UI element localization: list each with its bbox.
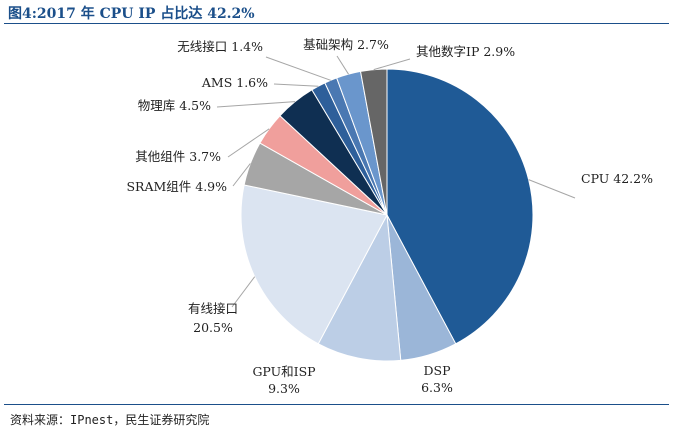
slice-label-9: 无线接口 1.4% (177, 39, 263, 54)
leader-line-10 (336, 55, 349, 75)
source-note: 资料来源：IPnest，民生证券研究院 (10, 413, 210, 427)
leader-line-8 (273, 83, 319, 87)
slice-label-4: 有线接口 20.5% (188, 301, 238, 335)
slice-label-5: SRAM组件 4.9% (126, 179, 227, 194)
slice-label-11: 其他数字IP 2.9% (416, 44, 515, 59)
leader-line-7 (216, 101, 296, 108)
leader-line-6 (227, 128, 270, 158)
leader-line-9 (265, 56, 331, 81)
slice-label-7: 物理库 4.5% (138, 98, 211, 113)
slice-label-6: 其他组件 3.7% (135, 149, 221, 164)
figure-title: 图4:2017 年 CPU IP 占比达 42.2% (8, 6, 255, 22)
slice-label-3: GPU和ISP 9.3% (252, 364, 315, 396)
source-rule (4, 404, 669, 405)
pie-slice-4 (240, 184, 388, 345)
leader-line-4 (231, 276, 256, 308)
title-rule (4, 23, 669, 24)
slice-label-8: AMS 1.6% (201, 75, 268, 90)
leader-line-1 (528, 179, 576, 199)
slice-label-1: CPU 42.2% (581, 171, 653, 186)
slice-label-10: 基础架构 2.7% (303, 37, 389, 52)
slice-label-2: DSP 6.3% (421, 363, 453, 395)
pie-slice-1 (386, 68, 534, 345)
leader-line-11 (373, 58, 411, 71)
leader-line-5 (232, 163, 251, 187)
pie-slice-3 (317, 213, 402, 362)
